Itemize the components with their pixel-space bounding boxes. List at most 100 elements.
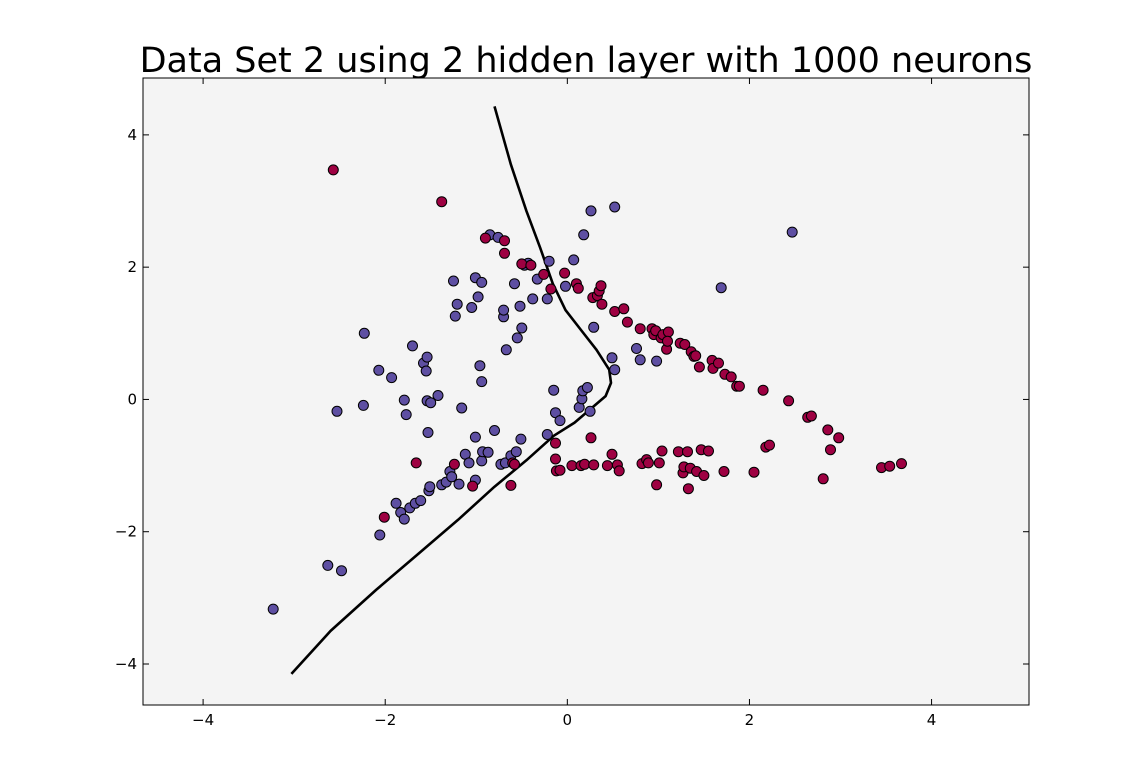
x-tick-label: −2 — [374, 711, 396, 729]
data-point-series1-74 — [554, 415, 566, 427]
data-point-series1-51 — [489, 425, 500, 436]
data-point-series1-44 — [474, 360, 486, 372]
data-point-series1-21 — [420, 365, 432, 377]
x-tick-label: 2 — [745, 711, 755, 729]
data-point-series2-54 — [656, 445, 668, 457]
data-point-series1-11 — [400, 409, 412, 421]
data-point-series1-82 — [584, 405, 596, 417]
x-tick-label: 4 — [927, 711, 937, 729]
data-point-series2-77 — [725, 371, 737, 383]
data-point-series1-39 — [466, 302, 478, 313]
data-point-series1-10 — [398, 394, 410, 406]
data-point-series1-46 — [476, 376, 488, 388]
data-point-series1-91 — [715, 282, 727, 294]
data-point-series1-18 — [415, 495, 427, 507]
data-point-series2-83 — [764, 439, 775, 451]
data-point-series1-3 — [336, 565, 347, 577]
data-point-series2-22 — [566, 460, 578, 472]
data-point-series2-20 — [554, 464, 566, 476]
data-point-series1-8 — [374, 529, 386, 541]
y-tick-label: −2 — [115, 523, 137, 541]
data-point-series2-60 — [679, 339, 691, 350]
data-point-series1-2 — [322, 559, 334, 571]
data-point-series2-80 — [748, 466, 760, 478]
data-point-series2-10 — [505, 479, 517, 491]
data-point-series1-34 — [446, 471, 458, 483]
data-point-series1-5 — [357, 399, 369, 411]
x-tick-label: 0 — [563, 711, 573, 729]
data-point-series1-84 — [588, 321, 600, 333]
data-point-series1-63 — [515, 433, 527, 445]
data-point-series1-47 — [476, 455, 488, 467]
data-point-series1-86 — [609, 364, 621, 376]
data-point-series2-86 — [805, 410, 817, 422]
data-point-series1-87 — [609, 201, 621, 213]
data-point-series2-12 — [509, 458, 520, 470]
data-point-series1-89 — [634, 354, 646, 366]
data-point-series2-56 — [672, 446, 684, 458]
data-point-series1-64 — [516, 322, 528, 334]
data-point-series2-40 — [621, 316, 633, 328]
data-point-series1-38 — [463, 457, 475, 469]
data-point-series1-55 — [498, 304, 510, 316]
data-point-series1-7 — [373, 364, 385, 376]
data-point-series2-35 — [606, 448, 618, 460]
data-point-series1-6 — [358, 327, 370, 339]
chart-title: Data Set 2 using 2 hidden layer with 100… — [140, 41, 1033, 81]
data-point-series1-26 — [424, 481, 436, 493]
data-point-series1-4 — [331, 405, 343, 417]
data-point-series2-62 — [682, 483, 694, 495]
data-point-series2-88 — [822, 424, 834, 436]
data-point-series1-76 — [568, 254, 580, 266]
data-point-series2-33 — [596, 298, 608, 310]
data-point-series2-27 — [585, 432, 597, 444]
data-point-series1-36 — [456, 402, 468, 414]
data-point-series2-1 — [327, 164, 339, 176]
data-point-series2-18 — [550, 453, 561, 465]
data-point-series1-35 — [453, 478, 465, 490]
data-point-series2-79 — [733, 380, 745, 392]
data-point-series2-81 — [757, 384, 769, 396]
data-point-series2-90 — [833, 432, 845, 444]
data-point-series1-57 — [500, 344, 512, 356]
data-point-series2-41 — [634, 323, 646, 335]
data-point-series2-34 — [601, 460, 613, 472]
data-point-series2-92 — [884, 460, 896, 472]
data-point-series2-2 — [436, 196, 448, 208]
y-tick-label: 0 — [127, 390, 137, 408]
data-point-series2-89 — [825, 444, 836, 456]
data-point-series2-17 — [550, 437, 561, 449]
data-point-series1-85 — [606, 352, 618, 364]
data-point-series2-5 — [448, 458, 460, 470]
data-point-series2-16 — [545, 283, 557, 295]
data-point-series1-13 — [390, 497, 402, 509]
data-point-series2-70 — [698, 470, 710, 481]
data-point-series1-75 — [560, 280, 571, 292]
ticks-layer: −4 −2 0 2 4 −4 −2 0 2 4 — [115, 78, 1029, 729]
x-tick-label: −4 — [192, 711, 214, 729]
data-point-series2-8 — [499, 235, 510, 247]
points-layer — [267, 164, 907, 615]
data-point-series1-88 — [631, 343, 642, 354]
data-point-series2-21 — [559, 267, 571, 279]
data-point-series1-71 — [543, 255, 555, 267]
data-point-series2-68 — [693, 361, 705, 373]
y-tick-label: 4 — [127, 126, 137, 144]
data-point-series2-49 — [653, 457, 665, 469]
data-point-series1-15 — [398, 513, 410, 525]
data-point-series2-55 — [662, 335, 673, 347]
data-point-series2-44 — [642, 457, 654, 469]
data-point-series1-60 — [511, 332, 523, 344]
data-point-series1-45 — [476, 276, 488, 288]
data-point-series1-30 — [448, 275, 459, 287]
data-point-series2-4 — [410, 457, 422, 469]
data-point-series2-15 — [538, 268, 550, 280]
data-point-series2-66 — [690, 350, 702, 362]
data-point-series1-23 — [425, 397, 437, 409]
data-point-series2-53 — [662, 326, 674, 338]
data-point-series2-14 — [525, 259, 537, 271]
data-point-series1-20 — [421, 351, 433, 363]
data-point-series2-36 — [609, 306, 621, 317]
data-point-series1-59 — [509, 278, 520, 290]
data-point-series1-24 — [422, 427, 434, 438]
